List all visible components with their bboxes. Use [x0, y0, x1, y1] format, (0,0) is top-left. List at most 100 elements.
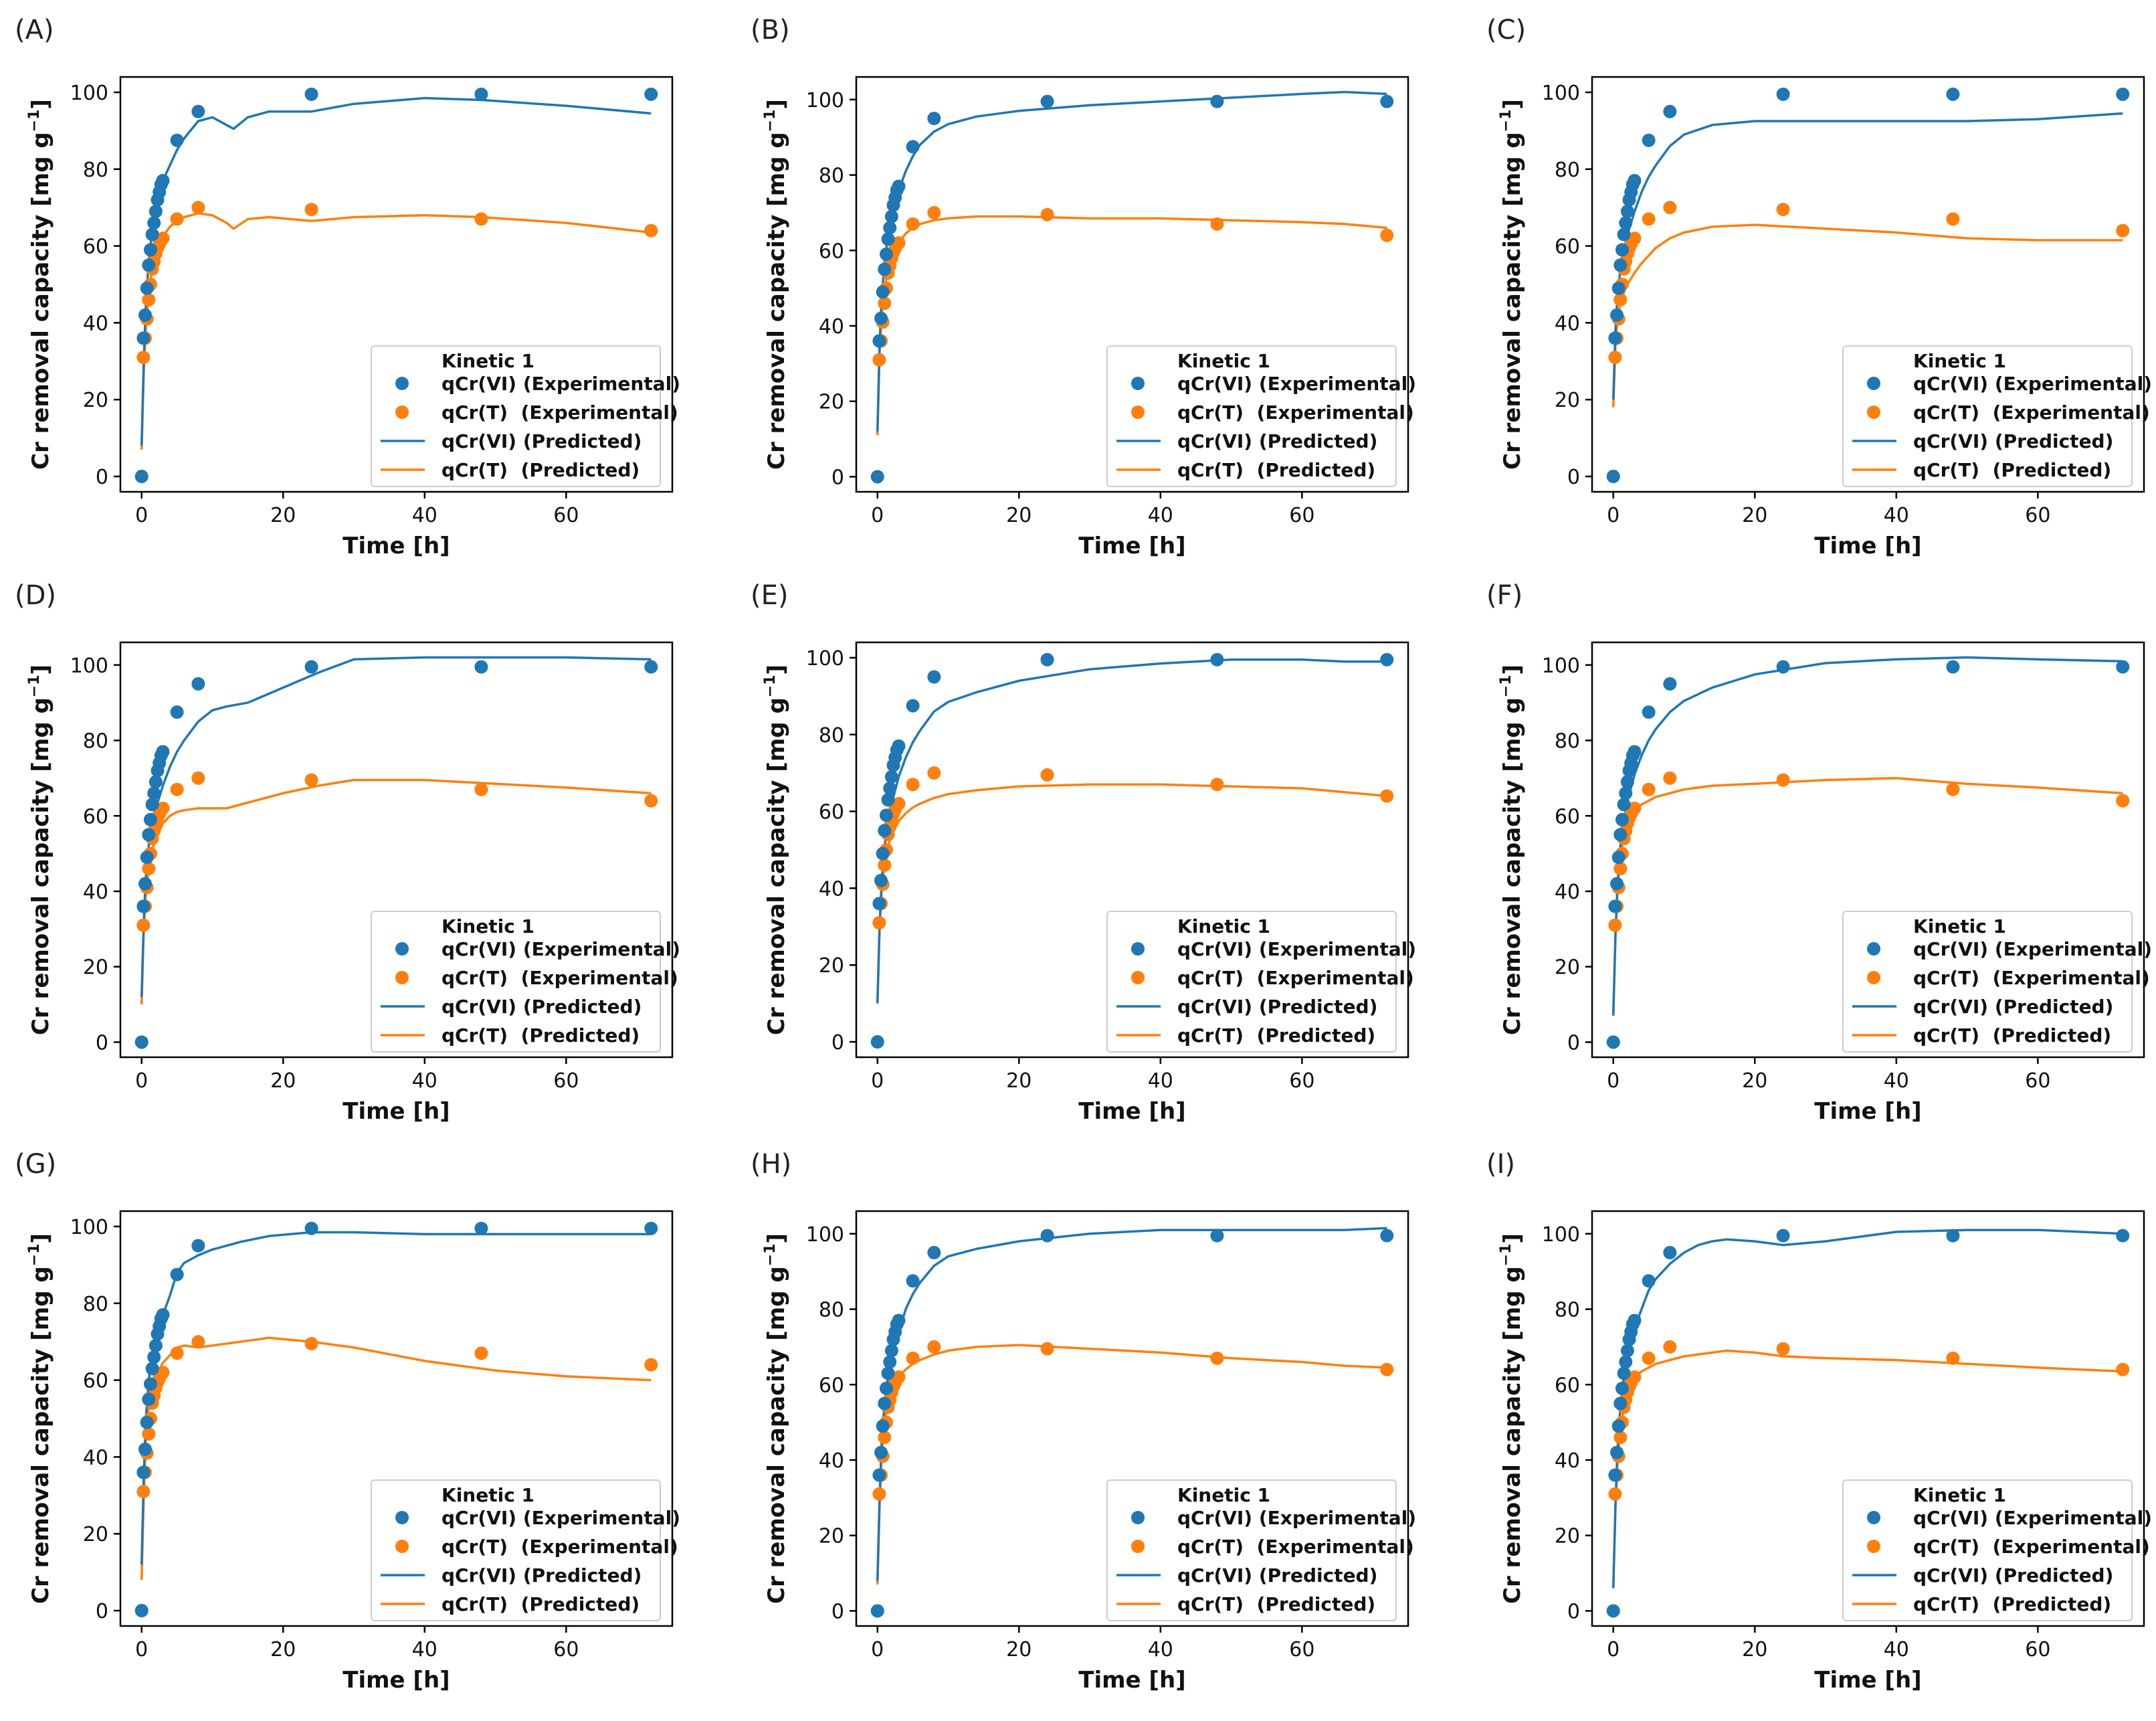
y-tick-label: 0: [831, 1031, 844, 1055]
y-tick-label: 100: [70, 82, 108, 105]
data-point-qcrvi-experimental: [191, 677, 205, 691]
data-point-qcrvi-experimental: [872, 897, 886, 911]
legend-marker: [1867, 377, 1880, 390]
data-point-qcrvi-experimental: [170, 705, 184, 719]
y-tick-label: 20: [83, 389, 108, 412]
data-point-qcrt-experimental: [142, 1427, 156, 1441]
y-tick-label: 80: [1555, 730, 1580, 753]
data-point-qcrvi-experimental: [874, 1445, 888, 1459]
data-point-qcrvi-experimental: [138, 1442, 153, 1456]
data-point-qcrt-experimental: [2116, 794, 2130, 808]
x-tick-label: 40: [1884, 504, 1909, 527]
data-point-qcrvi-experimental: [1946, 660, 1960, 674]
legend-frame: [1842, 911, 2133, 1053]
y-tick-label: 100: [1542, 82, 1580, 105]
x-axis-label: Time [h]: [1814, 533, 1921, 559]
chart-panel: (I) 0 20 40 60 0 20 40 60 80 100 Time [h] Cr removal…: [1486, 1149, 2152, 1694]
data-point-qcrvi-experimental: [1608, 331, 1622, 345]
legend-entry-label: qCr(T) (Predicted): [442, 1593, 640, 1615]
y-tick-label: 60: [1555, 805, 1580, 828]
x-tick-label: 0: [1607, 1638, 1620, 1661]
data-point-qcrvi-experimental: [1606, 1604, 1620, 1618]
data-point-qcrvi-experimental: [927, 1246, 941, 1259]
data-point-qcrt-experimental: [872, 1487, 886, 1501]
y-tick-label: 20: [819, 391, 844, 414]
y-tick-label: 40: [1555, 312, 1580, 335]
y-tick-label: 100: [806, 1223, 844, 1247]
legend-entry-label: qCr(T) (Predicted): [1177, 1593, 1375, 1615]
data-point-qcrvi-experimental: [1617, 798, 1631, 812]
y-tick-label: 100: [806, 647, 844, 670]
legend-entry-label: qCr(VI) (Predicted): [442, 1564, 642, 1587]
x-tick-label: 40: [412, 1069, 437, 1093]
legend-entry-label: qCr(T) (Experimental): [442, 401, 678, 424]
chart-panel: (F) 0 20 40 60 0 20 40 60 80 100 Time [h] Cr removal…: [1486, 580, 2152, 1125]
data-point-qcrt-experimental: [191, 1335, 205, 1349]
data-point-qcrvi-experimental: [1380, 1229, 1394, 1243]
legend-entry-label: qCr(VI) (Predicted): [1913, 430, 2113, 452]
data-point-qcrvi-experimental: [156, 1308, 170, 1322]
panel-label: (H): [751, 1149, 791, 1180]
data-point-qcrvi-experimental: [1663, 677, 1677, 691]
legend-marker: [395, 377, 409, 390]
data-point-qcrvi-experimental: [170, 133, 184, 147]
data-point-qcrvi-experimental: [1642, 1274, 1656, 1288]
data-point-qcrvi-experimental: [1663, 104, 1677, 118]
data-point-qcrvi-experimental: [876, 1419, 890, 1433]
data-point-qcrt-experimental: [2116, 223, 2130, 238]
data-point-qcrvi-experimental: [474, 660, 488, 674]
data-point-qcrt-experimental: [906, 217, 920, 231]
y-tick-label: 20: [1555, 956, 1580, 980]
data-point-qcrvi-experimental: [1620, 775, 1634, 789]
legend-entry-label: qCr(T) (Experimental): [1913, 401, 2150, 424]
data-point-qcrvi-experimental: [1606, 1035, 1620, 1049]
data-point-qcrvi-experimental: [1611, 281, 1626, 295]
data-point-qcrvi-experimental: [304, 1221, 318, 1235]
y-tick-label: 20: [1555, 389, 1580, 412]
legend-entry-label: qCr(VI) (Experimental): [1913, 373, 2152, 395]
data-point-qcrt-experimental: [1776, 203, 1790, 217]
x-tick-label: 0: [1607, 504, 1620, 527]
data-point-qcrvi-experimental: [881, 232, 895, 246]
data-point-qcrvi-experimental: [1619, 1355, 1633, 1369]
data-point-qcrvi-experimental: [134, 1035, 149, 1049]
y-tick-label: 60: [1555, 236, 1580, 259]
data-point-qcrvi-experimental: [883, 782, 897, 796]
data-point-qcrvi-experimental: [884, 1344, 898, 1358]
legend-entry-label: qCr(T) (Experimental): [1913, 967, 2150, 989]
y-tick-label: 0: [96, 1600, 108, 1623]
data-point-qcrvi-experimental: [143, 812, 157, 826]
data-point-qcrvi-experimental: [1380, 652, 1394, 666]
legend-marker: [1867, 942, 1880, 956]
data-point-qcrt-experimental: [474, 782, 488, 796]
y-tick-label: 80: [819, 724, 844, 747]
data-point-qcrt-experimental: [906, 778, 920, 792]
x-tick-label: 40: [412, 504, 437, 527]
data-point-qcrvi-experimental: [304, 87, 318, 101]
data-point-qcrvi-experimental: [883, 221, 897, 235]
plot-frame: [119, 76, 674, 493]
plot-frame: [119, 641, 674, 1059]
plot-frame: [855, 641, 1409, 1059]
x-axis-label: Time [h]: [1078, 1098, 1185, 1125]
data-point-qcrvi-experimental: [1642, 705, 1656, 719]
x-axis-label: Time [h]: [342, 1098, 450, 1125]
x-tick-label: 0: [135, 1638, 148, 1661]
y-tick-label: 80: [83, 1293, 108, 1316]
data-point-qcrvi-experimental: [644, 87, 658, 101]
legend-entry-label: qCr(VI) (Experimental): [1913, 1507, 2152, 1529]
data-point-qcrvi-experimental: [1615, 812, 1629, 826]
data-point-qcrvi-experimental: [474, 1221, 488, 1235]
data-point-qcrt-experimental: [1776, 773, 1790, 787]
legend-entry-label: qCr(T) (Experimental): [1177, 401, 1414, 424]
data-point-qcrvi-experimental: [870, 470, 884, 484]
legend-title: Kinetic 1: [442, 350, 534, 372]
y-tick-label: 60: [819, 1374, 844, 1397]
data-point-qcrvi-experimental: [1619, 216, 1633, 230]
x-tick-label: 20: [1006, 1638, 1032, 1661]
plot-frame: [1591, 76, 2145, 493]
data-point-qcrvi-experimental: [474, 87, 488, 101]
